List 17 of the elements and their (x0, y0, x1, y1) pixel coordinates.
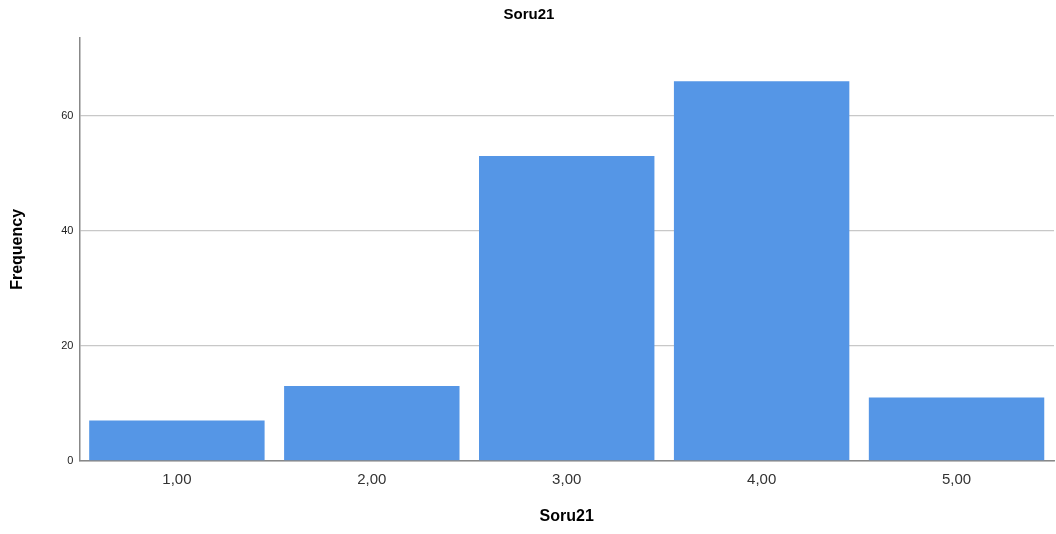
x-tick-label: 5,00 (941, 469, 972, 487)
y-tick-label: 0 (67, 453, 74, 466)
bar (479, 155, 655, 461)
x-tick-label: 2,00 (357, 469, 387, 487)
y-tick-label: 20 (61, 338, 74, 351)
bar (89, 420, 265, 461)
x-tick-label: 3,00 (552, 469, 582, 487)
x-tick-label: 4,00 (747, 469, 777, 487)
chart-title: Soru21 (503, 5, 555, 23)
bar (284, 386, 460, 461)
x-tick-label: 1,00 (162, 469, 192, 487)
y-axis-title: Frequency (8, 208, 26, 290)
y-tick-label: 40 (61, 223, 74, 236)
bar (673, 81, 850, 461)
x-axis-title: Soru21 (539, 506, 594, 524)
y-tick-label: 60 (61, 108, 74, 121)
bar (868, 397, 1045, 461)
